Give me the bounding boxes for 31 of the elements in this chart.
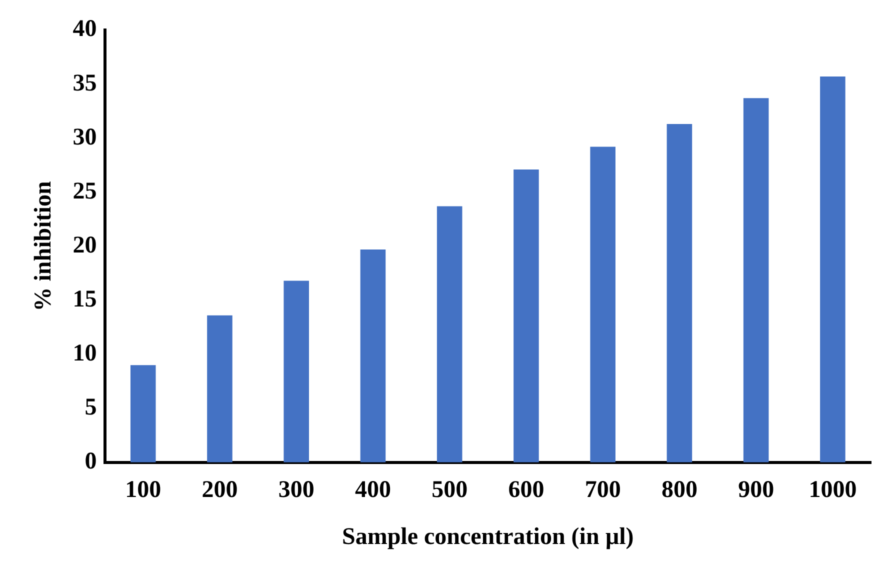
x-tick-label: 700 [584,477,621,504]
y-tick-label: 10 [72,340,97,367]
x-tick-label: 1000 [808,477,857,504]
bar [820,76,846,462]
bar [207,315,232,462]
x-axis-title: Sample concentration (in µl) [342,524,634,550]
x-tick-label: 300 [278,477,314,504]
x-tick-label: 800 [661,477,698,504]
y-axis-title: % inhibition [30,181,57,312]
x-tick-label: 400 [354,477,391,504]
bar [284,280,309,462]
bar [130,365,156,462]
x-tick-label: 100 [125,477,162,504]
bar [666,124,692,462]
bar [360,249,386,462]
y-tick-label: 20 [72,232,97,258]
bar [590,146,616,462]
y-tick-label: 25 [72,178,97,204]
y-tick-label: 0 [84,448,97,475]
y-tick-label: 15 [72,286,97,312]
x-tick-label: 600 [508,477,544,504]
bar [743,98,769,462]
x-tick-label: 200 [202,477,238,504]
x-tick-label: 500 [432,477,468,504]
x-tick-label: 900 [738,477,774,504]
y-tick-label: 35 [72,70,97,96]
y-tick-label: 5 [84,394,97,421]
bar [436,206,462,462]
y-tick-label: 40 [72,16,97,42]
bar [514,169,539,462]
y-tick-label: 30 [72,124,97,150]
